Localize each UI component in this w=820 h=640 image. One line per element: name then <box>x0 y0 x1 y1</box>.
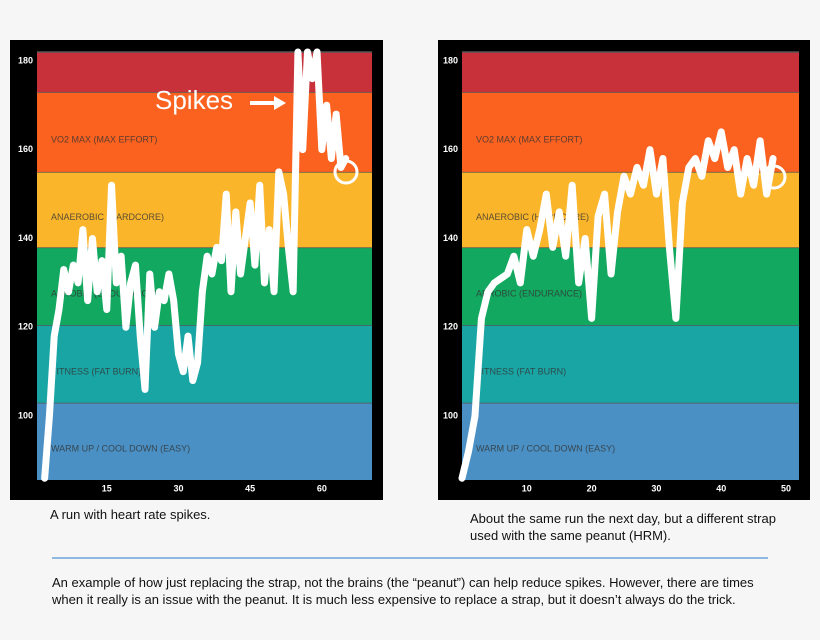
zone-band <box>462 402 799 480</box>
zone-band <box>462 325 799 403</box>
zone-band <box>37 171 372 248</box>
y-tick-label: 120 <box>18 322 33 332</box>
y-tick-label: 100 <box>443 410 458 420</box>
x-tick-label: 20 <box>587 483 597 493</box>
zone-label: ANAEROBIC (HARDCORE) <box>476 212 589 222</box>
zone-label: VO2 MAX (MAX EFFORT) <box>476 134 582 144</box>
x-tick-label: 15 <box>102 483 112 493</box>
heart-rate-line <box>41 48 350 482</box>
y-tick-label: 160 <box>443 144 458 154</box>
zone-label: WARM UP / COOL DOWN (EASY) <box>476 444 615 454</box>
annotation: Spikes <box>155 85 233 115</box>
x-tick-label: 30 <box>651 483 661 493</box>
y-tick-label: 140 <box>18 233 33 243</box>
note: An example of how just replacing the str… <box>52 575 754 607</box>
caption: About the same run the next day, but a d… <box>470 511 776 543</box>
zone-label: WARM UP / COOL DOWN (EASY) <box>51 444 190 454</box>
zone-label: AEROBIC (ENDURANCE) <box>476 289 582 299</box>
x-tick-label: 30 <box>173 483 183 493</box>
highlight-circle <box>761 164 787 190</box>
y-tick-label: 160 <box>18 144 33 154</box>
x-tick-label: 60 <box>317 483 327 493</box>
y-tick-label: 120 <box>443 322 458 332</box>
zone-band <box>462 52 799 92</box>
x-tick-label: 50 <box>781 483 791 493</box>
y-tick-label: 140 <box>443 233 458 243</box>
x-tick-label: 10 <box>522 483 532 493</box>
x-tick-label: 45 <box>245 483 255 493</box>
caption: A run with heart rate spikes. <box>50 507 211 522</box>
zone-label: FITNESS (FAT BURN) <box>51 366 141 376</box>
zone-band <box>37 402 372 480</box>
zone-label: VO2 MAX (MAX EFFORT) <box>51 134 157 144</box>
zone-band <box>462 91 799 172</box>
heart-rate-line <box>458 128 777 482</box>
y-tick-label: 180 <box>18 55 33 65</box>
zone-label: FITNESS (FAT BURN) <box>476 366 566 376</box>
y-tick-label: 100 <box>18 410 33 420</box>
y-tick-label: 180 <box>443 55 458 65</box>
arrow-head <box>274 96 286 110</box>
x-tick-label: 40 <box>716 483 726 493</box>
zone-band <box>37 325 372 403</box>
highlight-circle <box>333 159 359 185</box>
